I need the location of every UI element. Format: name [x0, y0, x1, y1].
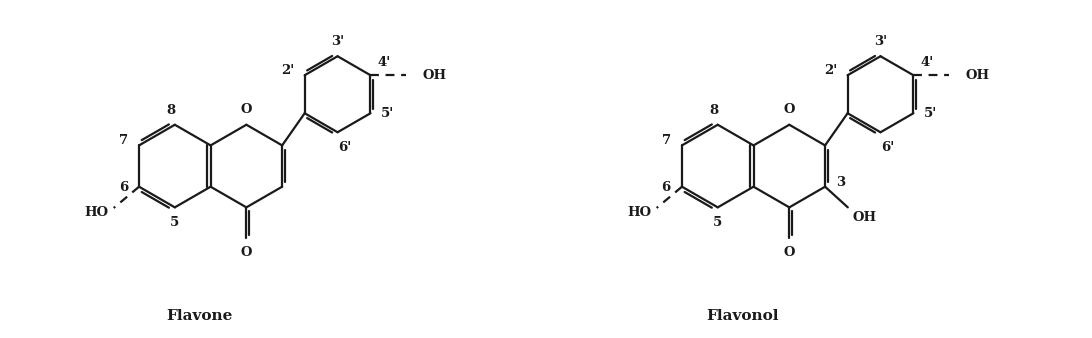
Text: O: O [784, 246, 795, 259]
Text: 7: 7 [662, 134, 670, 147]
Text: 6': 6' [337, 141, 352, 153]
Text: 7: 7 [119, 134, 128, 147]
Text: 8: 8 [166, 104, 176, 118]
Text: HO: HO [85, 207, 109, 219]
Text: 4': 4' [378, 56, 391, 69]
Text: O: O [240, 246, 252, 259]
Text: 5: 5 [170, 216, 179, 228]
Text: 3: 3 [836, 176, 845, 189]
Text: 4': 4' [921, 56, 934, 69]
Text: 5': 5' [924, 107, 937, 120]
Text: 3': 3' [874, 35, 887, 48]
Text: 6: 6 [662, 181, 670, 194]
Text: Flavonol: Flavonol [707, 309, 779, 323]
Text: OH: OH [965, 69, 989, 82]
Text: 2': 2' [282, 64, 295, 77]
Text: 8: 8 [710, 104, 719, 118]
Text: 6: 6 [119, 181, 128, 194]
Text: 5': 5' [381, 107, 394, 120]
Text: 5: 5 [713, 216, 723, 228]
Text: 2': 2' [824, 64, 838, 77]
Text: OH: OH [423, 69, 447, 82]
Text: OH: OH [853, 211, 877, 224]
Text: 6': 6' [881, 141, 894, 153]
Text: O: O [784, 103, 795, 117]
Text: 3': 3' [331, 35, 344, 48]
Text: Flavone: Flavone [166, 309, 233, 323]
Text: O: O [240, 103, 252, 117]
Text: HO: HO [628, 207, 652, 219]
